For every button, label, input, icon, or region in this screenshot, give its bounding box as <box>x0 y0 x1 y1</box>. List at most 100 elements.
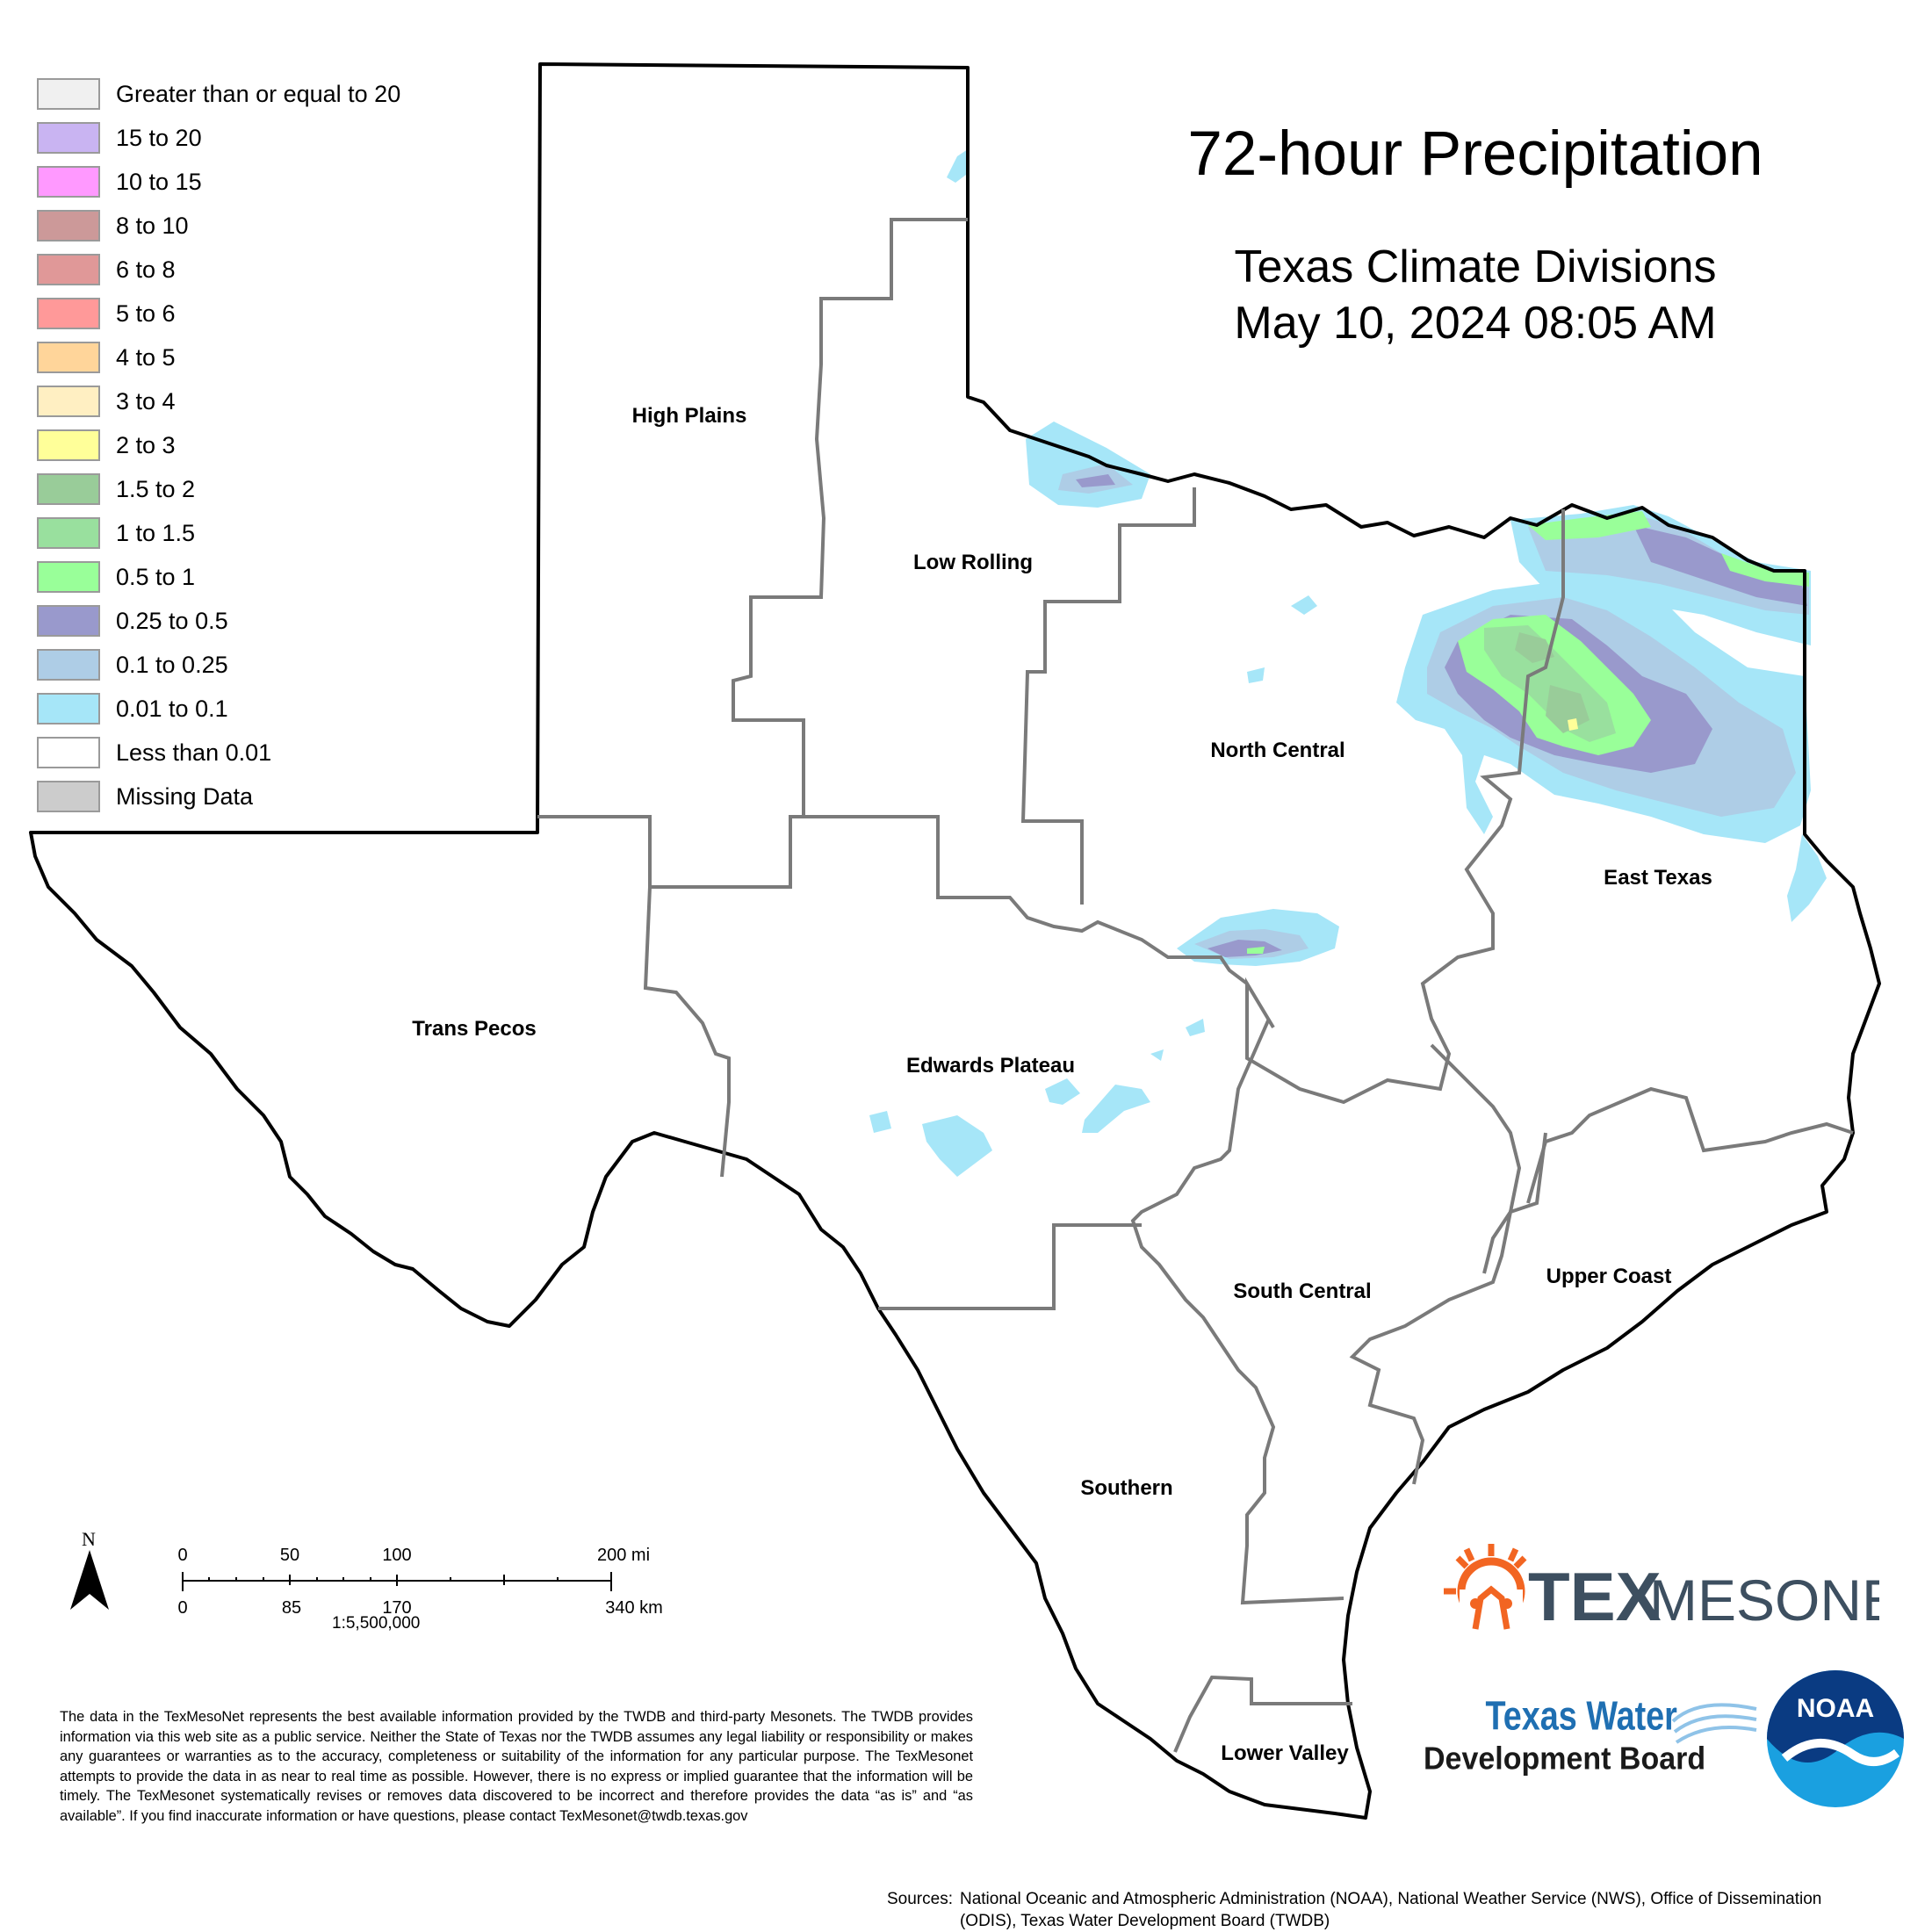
precip-area-central-purple <box>1208 940 1282 957</box>
legend-label: 15 to 20 <box>116 124 202 151</box>
boundary-uppercoast-west <box>1349 1132 1547 1485</box>
legend-label: 0.1 to 0.25 <box>116 651 228 678</box>
division-boundaries <box>537 218 1854 1753</box>
map-title: 72-hour Precipitation <box>1187 119 1763 189</box>
legend-item: 0.1 to 0.25 <box>37 643 529 687</box>
precip-area-edwards-1 <box>922 1115 992 1177</box>
map-subtitle: Texas Climate Divisions May 10, 2024 08:… <box>1071 239 1879 351</box>
legend-label: 2 to 3 <box>116 431 176 458</box>
legend-swatch <box>37 561 100 593</box>
label-east-texas: East Texas <box>1604 866 1712 890</box>
subtitle-divisions: Texas Climate Divisions <box>1234 242 1717 292</box>
legend-item: 10 to 15 <box>37 160 529 204</box>
precip-area-ntx-yellow <box>1568 718 1578 731</box>
legend-item: Missing Data <box>37 775 529 818</box>
precip-area-speckle-4 <box>1150 1049 1164 1061</box>
legend-swatch <box>37 210 100 242</box>
boundary-east-southcentral <box>1430 1043 1522 1274</box>
legend-item: 3 to 4 <box>37 379 529 423</box>
legend-label: 8 to 10 <box>116 212 189 239</box>
legend-swatch <box>37 429 100 461</box>
scale-km-0: 0 <box>177 1598 188 1618</box>
legend-label: 0.5 to 1 <box>116 563 196 590</box>
boundary-uppercoast <box>1526 1086 1854 1204</box>
texmesonet-logo: TEX MESONET <box>1444 1544 1879 1633</box>
precip-area-central-green <box>1247 947 1265 954</box>
boundary-northcentral-east <box>1245 509 1565 1105</box>
label-edwards-plateau: Edwards Plateau <box>905 1054 1076 1078</box>
label-north-central: North Central <box>1210 739 1345 762</box>
boundary-lowrolling-northcentral <box>1020 487 1196 905</box>
noaa-logo: NOAA <box>1767 1670 1904 1807</box>
legend-label: Less than 0.01 <box>116 739 272 766</box>
legend-swatch <box>37 254 100 285</box>
logo-tex-text: TEX <box>1528 1558 1662 1633</box>
legend-label: 0.25 to 0.5 <box>116 607 228 634</box>
scale-mi-200: 200 mi <box>596 1546 651 1565</box>
north-arrow-letter: N <box>82 1528 96 1550</box>
legend-item: 0.5 to 1 <box>37 555 529 599</box>
legend-item: 6 to 8 <box>37 248 529 292</box>
legend-swatch <box>37 605 100 637</box>
subtitle-datetime: May 10, 2024 08:05 AM <box>1234 298 1717 349</box>
scale-ratio: 1:5,500,000 <box>332 1614 421 1633</box>
water-swoosh-icon <box>1671 1703 1757 1744</box>
boundary-transpecos-edwards <box>537 815 731 1178</box>
precip-area-edwards-2 <box>1045 1078 1080 1105</box>
legend-item: Greater than or equal to 20 <box>37 72 529 116</box>
scale-km-85: 85 <box>281 1598 302 1618</box>
legend-item: 0.25 to 0.5 <box>37 599 529 643</box>
boundary-southcentral-edwards <box>1130 1018 1344 1605</box>
legend-swatch <box>37 298 100 329</box>
precip-area-edwards-4 <box>869 1111 891 1133</box>
precip-area-speckle-2 <box>1247 667 1265 683</box>
legend-label: 1 to 1.5 <box>116 519 196 546</box>
scale-km-170: 170 <box>382 1598 412 1618</box>
sources-label: Sources: <box>887 1890 953 1908</box>
label-trans-pecos: Trans Pecos <box>412 1017 537 1041</box>
boundary-highplains-lowrolling <box>732 218 968 818</box>
scale-mi-0: 0 <box>177 1546 188 1565</box>
legend-swatch <box>37 649 100 681</box>
label-low-rolling: Low Rolling <box>913 551 1033 574</box>
precip-area-red-river-west-core <box>1076 474 1115 487</box>
scale-mi-50: 50 <box>279 1546 300 1565</box>
boundary-lowervalley <box>1173 1675 1352 1753</box>
legend-label: 4 to 5 <box>116 343 176 371</box>
legend-item: Less than 0.01 <box>37 731 529 775</box>
legend-label: 6 to 8 <box>116 256 176 283</box>
legend-swatch <box>37 737 100 768</box>
legend-label: Greater than or equal to 20 <box>116 80 401 107</box>
precip-area-red-river-west <box>1026 422 1150 508</box>
label-high-plains: High Plains <box>631 404 747 428</box>
legend-swatch <box>37 342 100 373</box>
legend-label: 3 to 4 <box>116 387 176 415</box>
label-upper-coast: Upper Coast <box>1546 1265 1672 1288</box>
sun-icon <box>1444 1544 1527 1633</box>
precip-area-edwards-3 <box>1082 1085 1150 1133</box>
legend-label: Missing Data <box>116 782 254 810</box>
legend-item: 2 to 3 <box>37 423 529 467</box>
precip-area-ntx-dark-green <box>1515 632 1590 733</box>
legend-label: 1.5 to 2 <box>116 475 196 502</box>
legend-swatch <box>37 386 100 417</box>
legend-item: 0.01 to 0.1 <box>37 687 529 731</box>
legend-item: 8 to 10 <box>37 204 529 248</box>
scale-bar <box>182 1572 612 1591</box>
precip-area-panhandle <box>947 149 970 183</box>
precip-area-speckle-3 <box>1186 1019 1205 1036</box>
scale-mi-100: 100 <box>382 1546 412 1565</box>
legend-swatch <box>37 781 100 812</box>
label-lower-valley: Lower Valley <box>1221 1741 1349 1765</box>
precip-area-ne-corner-green <box>1528 511 1809 587</box>
legend-swatch <box>37 517 100 549</box>
legend: Greater than or equal to 20 15 to 20 10 to… <box>37 72 529 818</box>
label-south-central: South Central <box>1233 1280 1372 1303</box>
legend-swatch <box>37 693 100 724</box>
legend-swatch <box>37 78 100 110</box>
sources-text: National Oceanic and Atmospheric Adminis… <box>959 1890 1822 1930</box>
precip-area-east-edge <box>1787 834 1827 922</box>
legend-swatch <box>37 473 100 505</box>
legend-label: 5 to 6 <box>116 299 176 327</box>
